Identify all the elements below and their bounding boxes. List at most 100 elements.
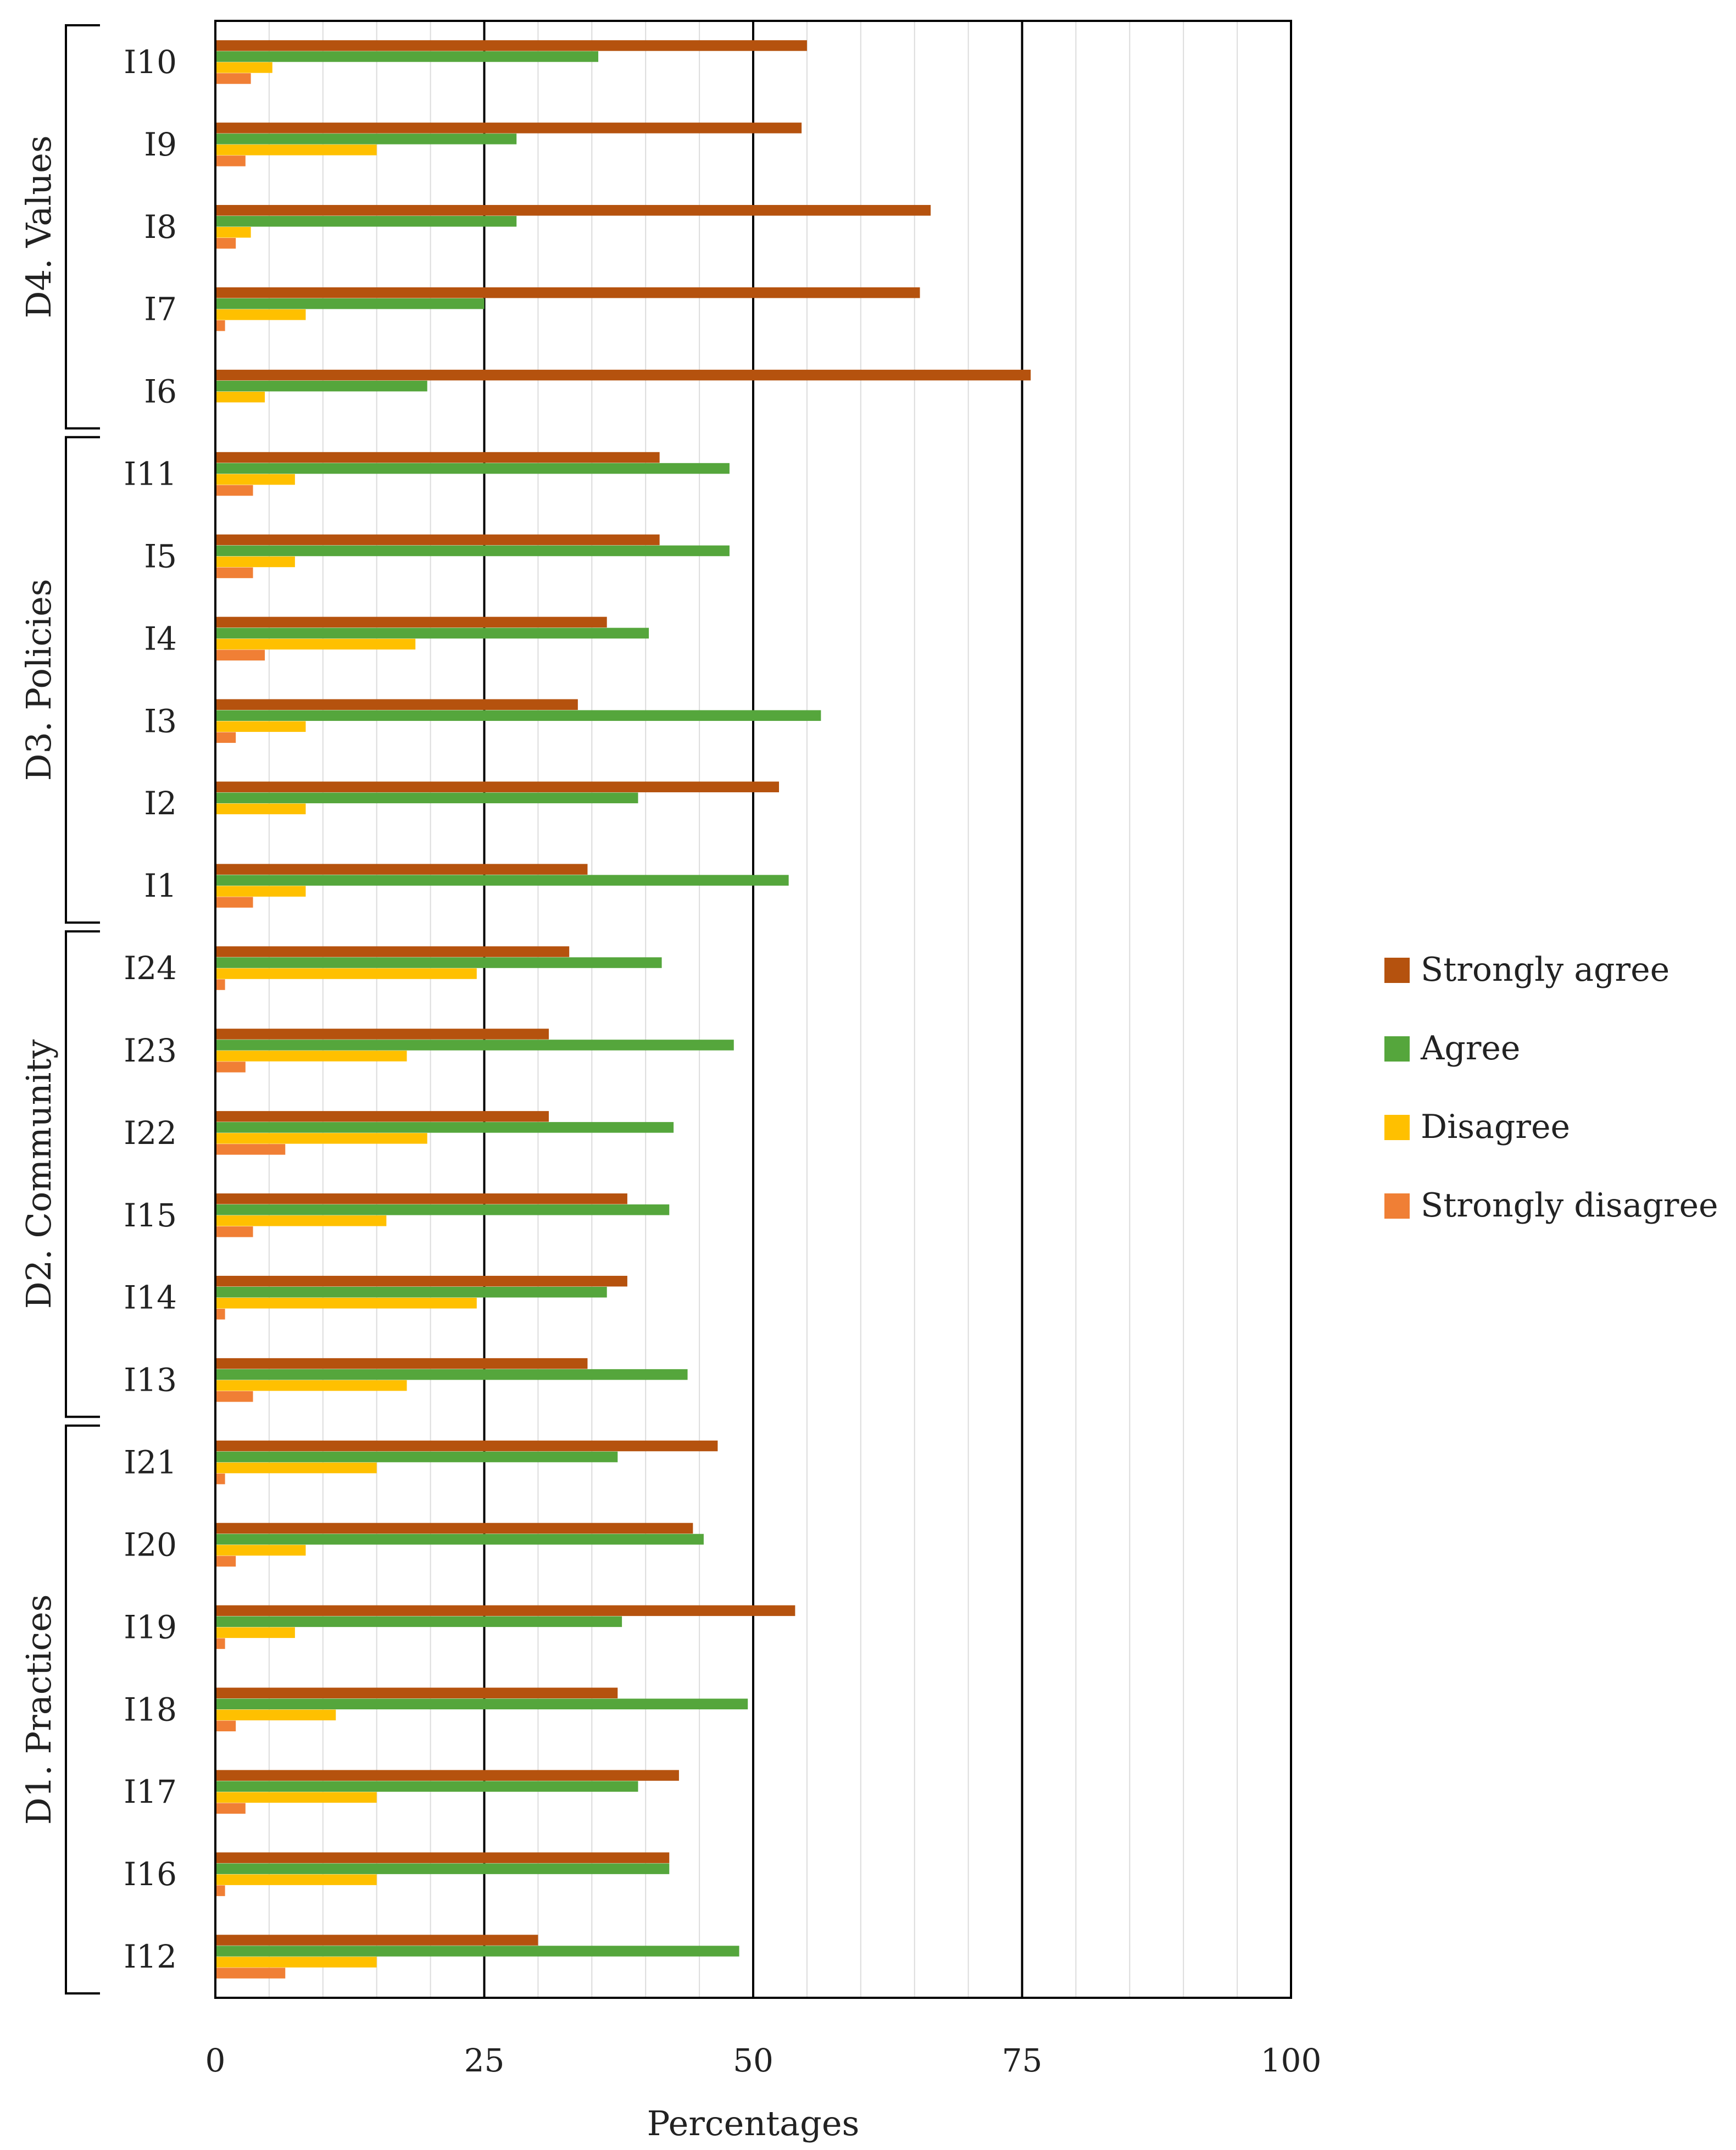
bar	[215, 616, 607, 628]
legend-swatch	[1384, 1036, 1410, 1062]
bar	[215, 1803, 246, 1814]
x-tick-label: 0	[205, 2042, 226, 2079]
bar	[215, 485, 253, 496]
bar	[215, 1451, 618, 1463]
x-tick-label: 25	[464, 2042, 505, 2079]
group-brackets: D4. Values D3. Policies D2. Community D1. P…	[19, 24, 100, 1995]
category-label: I11	[124, 455, 177, 493]
x-tick-label: 75	[1002, 2042, 1043, 2079]
bar	[215, 1770, 679, 1781]
bar	[215, 1946, 739, 1957]
category-labels: I10 I9 I8 I7 I6 I11 I5 I4 I3 I2 I1 I24 I23 I22 I15 I14 I…	[124, 43, 177, 1975]
bar	[215, 391, 265, 403]
group-bracket	[65, 930, 100, 1418]
bar	[215, 1391, 253, 1402]
bar	[215, 1720, 236, 1732]
bar	[215, 1638, 225, 1649]
bar	[215, 1133, 427, 1144]
bar	[215, 1687, 618, 1699]
category-label: I2	[144, 785, 177, 822]
bar	[215, 556, 295, 568]
bar	[215, 1935, 538, 1946]
bar	[215, 1215, 387, 1226]
bar	[215, 452, 660, 463]
group-bracket	[65, 436, 100, 924]
legend-swatch	[1384, 1193, 1410, 1219]
group-label: D2. Community	[19, 1040, 59, 1309]
bar	[215, 1358, 588, 1369]
bar	[215, 1275, 627, 1287]
bar	[215, 1226, 253, 1237]
bar	[215, 792, 638, 803]
category-label: I7	[144, 291, 177, 328]
bar	[215, 534, 660, 546]
bar	[215, 1122, 674, 1133]
bar	[215, 627, 649, 639]
category-label: I8	[144, 208, 177, 246]
bar	[215, 1462, 377, 1474]
bar	[215, 1709, 336, 1721]
bar	[215, 1297, 477, 1309]
bar	[215, 1204, 670, 1215]
bar	[215, 1968, 286, 1979]
bar	[215, 897, 253, 908]
bar	[215, 1555, 236, 1567]
bar	[215, 1144, 286, 1155]
bar	[215, 1885, 225, 1896]
x-axis-title: Percentages	[647, 2103, 860, 2143]
category-label: I14	[124, 1279, 177, 1316]
bar	[215, 1473, 225, 1485]
category-label: I23	[124, 1032, 177, 1069]
bar	[215, 40, 807, 51]
bar	[215, 463, 730, 474]
bar	[215, 968, 477, 979]
bar	[215, 1040, 734, 1051]
bar	[215, 1308, 225, 1320]
category-label: I16	[124, 1855, 177, 1893]
bar	[215, 1286, 607, 1298]
category-label: I3	[144, 702, 177, 740]
legend-swatch	[1384, 1115, 1410, 1140]
bar	[215, 946, 570, 957]
bar	[215, 699, 578, 710]
category-label: I15	[124, 1197, 177, 1234]
category-label: I24	[124, 949, 177, 987]
bar	[215, 145, 377, 155]
bar	[215, 732, 236, 743]
bar	[215, 51, 599, 62]
bar	[215, 1874, 377, 1885]
category-label: I13	[124, 1362, 177, 1399]
category-label: I17	[124, 1773, 177, 1810]
x-tick-label: 50	[733, 2042, 774, 2079]
bar	[215, 1852, 670, 1863]
bar	[215, 781, 779, 792]
category-label: I12	[124, 1938, 177, 1975]
bar	[215, 380, 427, 392]
category-label: I1	[144, 867, 177, 904]
bar	[215, 205, 931, 216]
group-bracket	[65, 24, 100, 430]
legend-label: Strongly agree	[1421, 951, 1670, 989]
bar	[215, 864, 588, 875]
bar	[215, 1029, 549, 1040]
bar	[215, 227, 251, 238]
legend-label: Disagree	[1421, 1108, 1570, 1146]
bar	[215, 1523, 693, 1534]
group-label: D4. Values	[19, 135, 59, 318]
bar	[215, 649, 265, 661]
bar	[215, 216, 517, 227]
bar	[215, 1781, 638, 1792]
category-label: I10	[124, 43, 177, 81]
bar	[215, 1051, 407, 1062]
legend-label: Strongly disagree	[1421, 1186, 1718, 1225]
bar	[215, 238, 236, 249]
bar	[215, 567, 253, 579]
bar	[215, 1369, 688, 1380]
bar	[215, 710, 821, 721]
category-label: I18	[124, 1691, 177, 1728]
bars-layer	[215, 40, 1031, 1979]
category-label: I4	[144, 620, 177, 657]
bar	[215, 134, 517, 145]
bar	[215, 309, 306, 320]
